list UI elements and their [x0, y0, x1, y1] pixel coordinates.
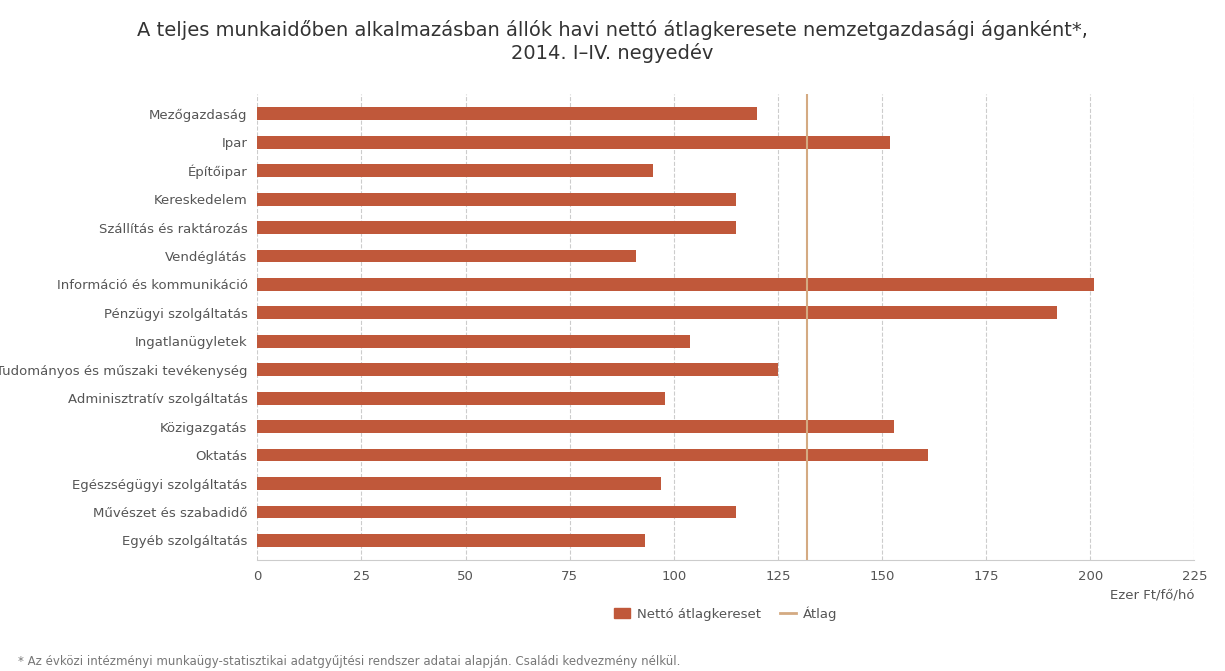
Bar: [257, 364, 778, 376]
Bar: [257, 505, 736, 518]
Bar: [257, 107, 757, 120]
Bar: [257, 193, 736, 205]
Text: A teljes munkaidőben alkalmazásban állók havi nettó átlagkeresete nemzetgazdaság: A teljes munkaidőben alkalmazásban állók…: [137, 20, 1088, 63]
Text: * Az évközi intézményi munkaügy-statisztikai adatgyűjtési rendszer adatai alapjá: * Az évközi intézményi munkaügy-statiszt…: [18, 655, 681, 668]
Bar: [257, 164, 653, 177]
Bar: [257, 420, 894, 433]
Bar: [257, 477, 662, 490]
Bar: [257, 449, 927, 462]
X-axis label: Ezer Ft/fő/hó: Ezer Ft/fő/hó: [1110, 588, 1194, 602]
Legend: Nettó átlagkereset, Átlag: Nettó átlagkereset, Átlag: [609, 601, 843, 626]
Bar: [257, 307, 1057, 319]
Bar: [257, 392, 665, 405]
Bar: [257, 534, 644, 547]
Bar: [257, 221, 736, 234]
Bar: [257, 136, 891, 149]
Bar: [257, 335, 691, 348]
Bar: [257, 250, 636, 262]
Bar: [257, 278, 1094, 291]
